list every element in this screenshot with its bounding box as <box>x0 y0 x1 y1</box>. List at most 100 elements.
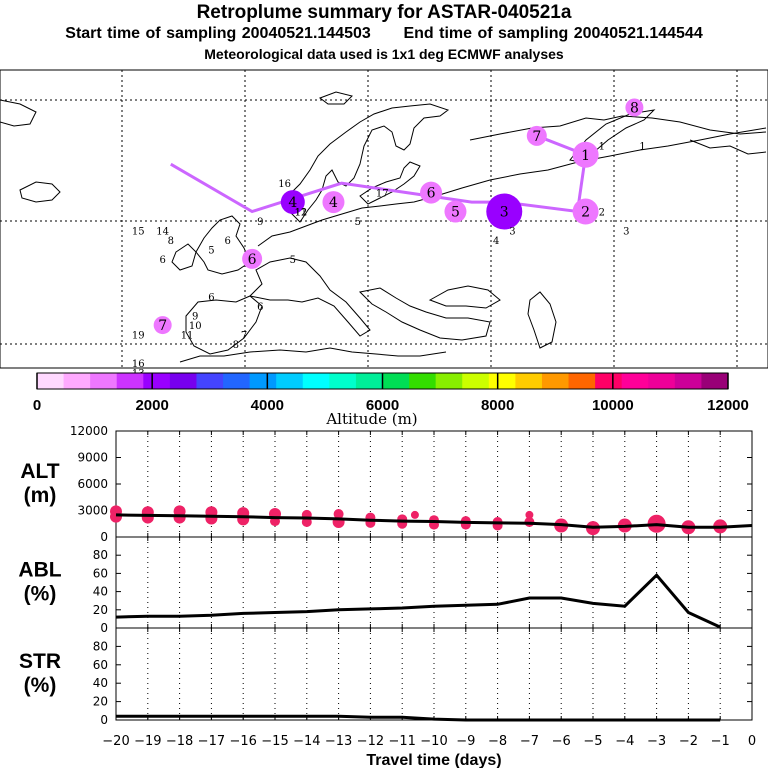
x-tick-label: −8 <box>488 734 507 749</box>
age-label: 14 <box>156 226 169 237</box>
cluster-label: 4 <box>329 195 338 211</box>
x-tick-label: −5 <box>583 734 602 749</box>
cluster-label: 8 <box>630 100 639 116</box>
age-label: 9 <box>257 217 263 228</box>
age-label: 6 <box>159 255 165 266</box>
coast-balkans-turkey <box>358 287 491 341</box>
colorbar-swatch <box>355 373 383 389</box>
age-label: 6 <box>208 293 214 304</box>
x-tick-label: −9 <box>456 734 475 749</box>
y-tick-label: 40 <box>93 676 108 690</box>
x-tick-label: −18 <box>166 734 193 749</box>
x-tick-label: −19 <box>134 734 161 749</box>
colorbar-swatch <box>409 373 437 389</box>
x-tick-label: −10 <box>420 734 447 749</box>
end-time-label: End time of sampling 20040521.144544 <box>403 25 703 42</box>
cluster-label: 5 <box>451 205 460 221</box>
cluster-label: 3 <box>500 205 509 221</box>
alt-point <box>410 510 419 519</box>
age-label: 6 <box>257 302 263 313</box>
y-tick-label: 6000 <box>77 477 108 491</box>
coast-arctic <box>469 115 767 141</box>
colorbar-swatch <box>701 373 729 389</box>
x-tick-label: −2 <box>679 734 698 749</box>
figure-title: Retroplume summary for ASTAR-040521a <box>196 2 572 23</box>
y-tick-label: 0 <box>100 530 108 544</box>
x-tick-label: −11 <box>388 734 415 749</box>
colorbar-swatch <box>63 373 91 389</box>
age-label: 5 <box>290 255 296 266</box>
x-tick-label: −7 <box>520 734 539 749</box>
age-label: 8 <box>168 236 174 247</box>
colorbar-swatch <box>329 373 357 389</box>
colorbar-swatch <box>595 373 623 389</box>
age-label: 1 <box>639 141 645 152</box>
colorbar-swatch <box>621 373 649 389</box>
age-label: 5 <box>208 245 214 256</box>
x-tick-label: −14 <box>293 734 320 749</box>
panel-ylabel: ALT <box>20 460 59 483</box>
cluster-label: 1 <box>581 148 590 164</box>
age-label: 17 <box>376 189 389 200</box>
age-label: 3 <box>509 226 515 237</box>
cluster-marker <box>486 193 523 230</box>
map-frame <box>0 69 768 369</box>
colorbar-swatch <box>276 373 304 389</box>
coast-svalbard <box>318 91 353 105</box>
colorbar-tick-label: 2000 <box>135 397 168 414</box>
map-panel: 1234456677891122333445556666788991011111… <box>0 69 768 379</box>
cluster-label: 4 <box>288 195 297 211</box>
alt-point <box>205 512 218 525</box>
y-tick-label: 40 <box>93 585 108 599</box>
coast-taimyr <box>689 139 767 155</box>
y-tick-label: 60 <box>93 658 108 672</box>
age-label: 4 <box>493 236 499 247</box>
cluster-marker <box>280 190 305 215</box>
colorbar-swatch <box>648 373 676 389</box>
panel-ylabel: (%) <box>24 583 57 606</box>
x-tick-label: −4 <box>615 734 634 749</box>
coast-continent <box>257 127 767 247</box>
cluster-marker <box>444 200 467 223</box>
x-tick-label: 0 <box>748 734 756 749</box>
age-label: 3 <box>623 226 629 237</box>
alt-point <box>237 513 250 526</box>
start-time-label: Start time of sampling 20040521.144503 <box>65 25 371 42</box>
age-label: 15 <box>132 226 145 237</box>
y-tick-label: 80 <box>93 639 108 653</box>
x-tick-label: −6 <box>552 734 571 749</box>
y-tick-label: 80 <box>93 548 108 562</box>
alt-point <box>141 511 154 524</box>
x-tick-label: −1 <box>711 734 730 749</box>
age-label: 16 <box>278 179 291 190</box>
y-tick-label: 20 <box>93 603 108 617</box>
y-tick-label: 60 <box>93 566 108 580</box>
map-markers: 1234456677891122333445556666788991011111… <box>132 98 646 379</box>
coast-black-sea <box>428 285 501 309</box>
coast-caspian <box>527 291 557 349</box>
cluster-label: 2 <box>581 205 590 221</box>
age-label: 19 <box>132 331 145 342</box>
coast-greenland-tip <box>0 99 37 127</box>
x-tick-label: −3 <box>647 734 666 749</box>
coast-france-italy <box>248 257 371 337</box>
colorbar-tick-label: 0 <box>33 397 41 414</box>
age-label: 6 <box>225 236 231 247</box>
cluster-marker <box>153 316 172 335</box>
met-data-label: Meteorological data used is 1x1 deg ECMW… <box>204 46 564 62</box>
y-tick-label: 9000 <box>77 451 108 465</box>
map-gridlines <box>0 70 768 368</box>
colorbar-swatch <box>568 373 596 389</box>
age-label: 2 <box>599 208 605 219</box>
altitude-colorbar: 0 2000 4000 6000 8000 10000 12000 <box>33 372 749 414</box>
coast-uk <box>195 215 251 275</box>
colorbar-tick-label: 6000 <box>366 397 399 414</box>
cluster-marker <box>420 181 443 204</box>
colorbar-swatch <box>37 373 65 389</box>
age-label: 12 <box>295 208 308 219</box>
cluster-label: 7 <box>158 318 167 334</box>
y-tick-label: 0 <box>100 713 108 727</box>
x-tick-label: −12 <box>357 734 384 749</box>
alt-point <box>525 510 534 519</box>
